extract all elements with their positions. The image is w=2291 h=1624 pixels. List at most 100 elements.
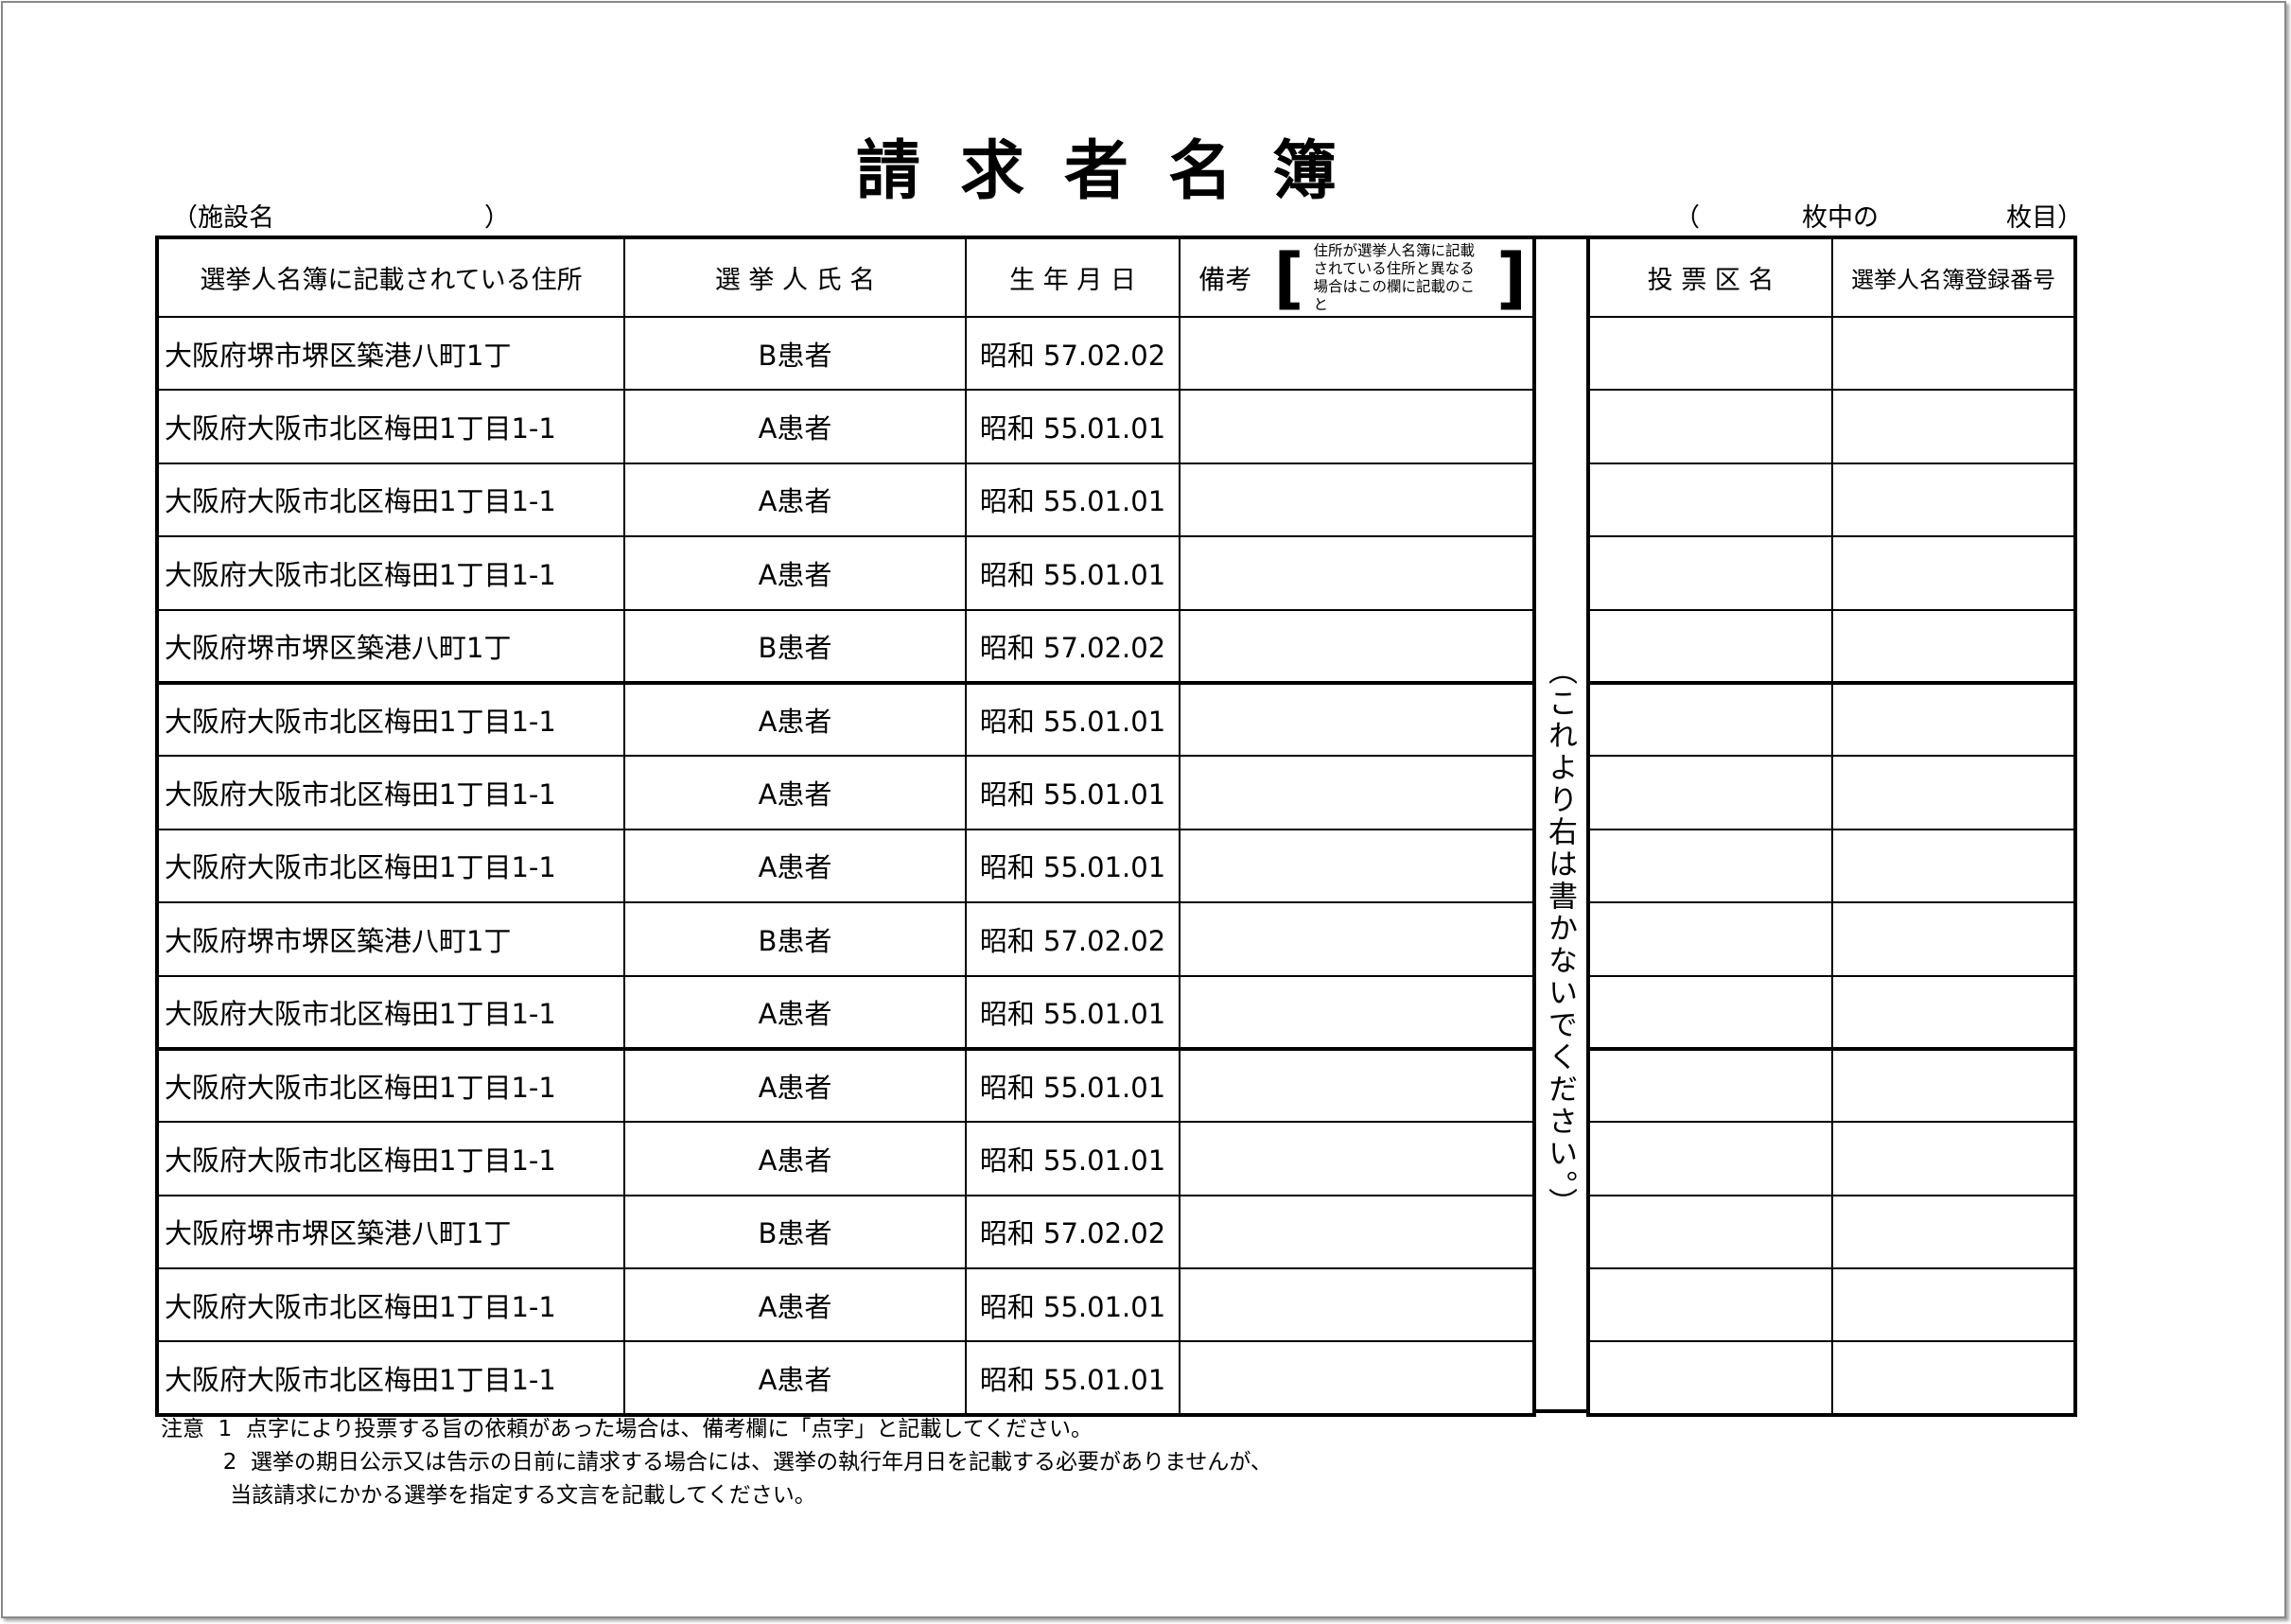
district-cell — [1587, 755, 1833, 830]
facility-name-field: （施設名 ） — [172, 197, 510, 234]
table-row: 大阪府大阪市北区梅田1丁目1-1 A患者 昭和 55.01.01 — [156, 1047, 1535, 1124]
name-cell[interactable]: B患者 — [623, 901, 967, 977]
address-cell[interactable]: 大阪府堺市堺区築港八町1丁 — [156, 315, 625, 392]
table-row: 大阪府大阪市北区梅田1丁目1-1 A患者 昭和 55.01.01 — [156, 462, 1535, 538]
remark-cell[interactable] — [1179, 1267, 1535, 1343]
table-row: 大阪府大阪市北区梅田1丁目1-1 A患者 昭和 55.01.01 — [156, 1121, 1535, 1196]
name-cell[interactable]: A患者 — [623, 462, 967, 538]
page-title: 請求者名簿 — [855, 134, 1376, 209]
address-cell[interactable]: 大阪府堺市堺区築港八町1丁 — [156, 901, 625, 977]
name-cell[interactable]: A患者 — [623, 1047, 967, 1124]
remark-label: 備考 — [1198, 263, 1252, 295]
name-cell[interactable]: A患者 — [623, 1267, 967, 1343]
district-cell — [1587, 974, 1833, 1051]
birth-cell[interactable]: 昭和 55.01.01 — [965, 828, 1180, 904]
address-cell[interactable]: 大阪府大阪市北区梅田1丁目1-1 — [156, 389, 625, 464]
birth-cell[interactable]: 昭和 55.01.01 — [965, 389, 1180, 464]
table-row — [1587, 755, 2076, 830]
remark-cell[interactable] — [1179, 389, 1535, 464]
name-cell[interactable]: A患者 — [623, 535, 967, 611]
address-cell[interactable]: 大阪府大阪市北区梅田1丁目1-1 — [156, 1047, 625, 1124]
address-cell[interactable]: 大阪府大阪市北区梅田1丁目1-1 — [156, 1267, 625, 1343]
address-cell[interactable]: 大阪府堺市堺区築港八町1丁 — [156, 1194, 625, 1270]
birth-cell[interactable]: 昭和 57.02.02 — [965, 1194, 1180, 1270]
address-cell[interactable]: 大阪府大阪市北区梅田1丁目1-1 — [156, 535, 625, 611]
birth-cell[interactable]: 昭和 57.02.02 — [965, 315, 1180, 392]
table-row — [1587, 1121, 2076, 1196]
birth-cell[interactable]: 昭和 57.02.02 — [965, 901, 1180, 977]
address-cell[interactable]: 大阪府大阪市北区梅田1丁目1-1 — [156, 681, 625, 758]
remark-cell[interactable] — [1179, 462, 1535, 538]
remark-cell[interactable] — [1179, 315, 1535, 392]
table-row — [1587, 535, 2076, 611]
name-cell[interactable]: A患者 — [623, 1340, 967, 1416]
district-cell — [1587, 462, 1833, 538]
reg-no-cell — [1831, 974, 2076, 1051]
reg-no-cell — [1831, 1047, 2076, 1124]
name-cell[interactable]: A患者 — [623, 389, 967, 464]
remark-note: 住所が選挙人名簿に記載されている住所と異なる場合はこの欄に記載のこと — [1313, 241, 1476, 313]
birth-cell[interactable]: 昭和 55.01.01 — [965, 1340, 1180, 1416]
address-cell[interactable]: 大阪府大阪市北区梅田1丁目1-1 — [156, 828, 625, 904]
header-row: 投 票 区 名 選挙人名簿登録番号 — [1587, 236, 2076, 318]
remark-cell[interactable] — [1179, 681, 1535, 758]
table-row — [1587, 681, 2076, 758]
name-cell[interactable]: A患者 — [623, 828, 967, 904]
table-row: 大阪府大阪市北区梅田1丁目1-1 A患者 昭和 55.01.01 — [156, 1267, 1535, 1343]
remark-cell[interactable] — [1179, 1047, 1535, 1124]
address-cell[interactable]: 大阪府大阪市北区梅田1丁目1-1 — [156, 1340, 625, 1416]
header-reg-no: 選挙人名簿登録番号 — [1831, 236, 2076, 318]
remark-cell[interactable] — [1179, 608, 1535, 685]
address-cell[interactable]: 大阪府大阪市北区梅田1丁目1-1 — [156, 1121, 625, 1196]
requester-table: 選挙人名簿に記載されている住所 選 挙 人 氏 名 生 年 月 日 備考 [住所が… — [155, 236, 1536, 1417]
birth-cell[interactable]: 昭和 55.01.01 — [965, 1267, 1180, 1343]
remark-cell[interactable] — [1179, 535, 1535, 611]
district-cell — [1587, 389, 1833, 464]
address-cell[interactable]: 大阪府堺市堺区築港八町1丁 — [156, 608, 625, 685]
address-cell[interactable]: 大阪府大阪市北区梅田1丁目1-1 — [156, 974, 625, 1051]
remark-cell[interactable] — [1179, 1340, 1535, 1416]
table-row — [1587, 1340, 2076, 1416]
birth-cell[interactable]: 昭和 55.01.01 — [965, 535, 1180, 611]
birth-cell[interactable]: 昭和 55.01.01 — [965, 1121, 1180, 1196]
birth-cell[interactable]: 昭和 55.01.01 — [965, 1047, 1180, 1124]
table-row: 大阪府堺市堺区築港八町1丁 B患者 昭和 57.02.02 — [156, 608, 1535, 685]
name-cell[interactable]: A患者 — [623, 755, 967, 830]
birth-cell[interactable]: 昭和 57.02.02 — [965, 608, 1180, 685]
header-name: 選 挙 人 氏 名 — [623, 236, 967, 318]
birth-cell[interactable]: 昭和 55.01.01 — [965, 681, 1180, 758]
remark-cell[interactable] — [1179, 755, 1535, 830]
table-row: 大阪府大阪市北区梅田1丁目1-1 A患者 昭和 55.01.01 — [156, 755, 1535, 830]
table-row — [1587, 608, 2076, 685]
table-row: 大阪府大阪市北区梅田1丁目1-1 A患者 昭和 55.01.01 — [156, 974, 1535, 1051]
name-cell[interactable]: B患者 — [623, 315, 967, 392]
header-address: 選挙人名簿に記載されている住所 — [156, 236, 625, 318]
address-cell[interactable]: 大阪府大阪市北区梅田1丁目1-1 — [156, 755, 625, 830]
table-row — [1587, 389, 2076, 464]
address-cell[interactable]: 大阪府大阪市北区梅田1丁目1-1 — [156, 462, 625, 538]
name-cell[interactable]: B患者 — [623, 608, 967, 685]
remark-cell[interactable] — [1179, 974, 1535, 1051]
name-cell[interactable]: A患者 — [623, 1121, 967, 1196]
divider-text: （これより右は書かないでください。） — [1543, 655, 1577, 1220]
name-cell[interactable]: A患者 — [623, 974, 967, 1051]
remark-cell[interactable] — [1179, 828, 1535, 904]
reg-no-cell — [1831, 755, 2076, 830]
remark-cell[interactable] — [1179, 1194, 1535, 1270]
district-cell — [1587, 1194, 1833, 1270]
remark-cell[interactable] — [1179, 901, 1535, 977]
reg-no-cell — [1831, 315, 2076, 392]
name-cell[interactable]: A患者 — [623, 681, 967, 758]
birth-cell[interactable]: 昭和 55.01.01 — [965, 462, 1180, 538]
birth-cell[interactable]: 昭和 55.01.01 — [965, 974, 1180, 1051]
bracket-close: ] — [1496, 238, 1527, 317]
name-cell[interactable]: B患者 — [623, 1194, 967, 1270]
note-3: 当該請求にかかる選挙を指定する文言を記載してください。 — [161, 1483, 816, 1508]
remark-cell[interactable] — [1179, 1121, 1535, 1196]
district-cell — [1587, 1047, 1833, 1124]
table-row: 大阪府大阪市北区梅田1丁目1-1 A患者 昭和 55.01.01 — [156, 535, 1535, 611]
table-row: 大阪府大阪市北区梅田1丁目1-1 A患者 昭和 55.01.01 — [156, 828, 1535, 904]
birth-cell[interactable]: 昭和 55.01.01 — [965, 755, 1180, 830]
district-cell — [1587, 1340, 1833, 1416]
table-row — [1587, 315, 2076, 392]
